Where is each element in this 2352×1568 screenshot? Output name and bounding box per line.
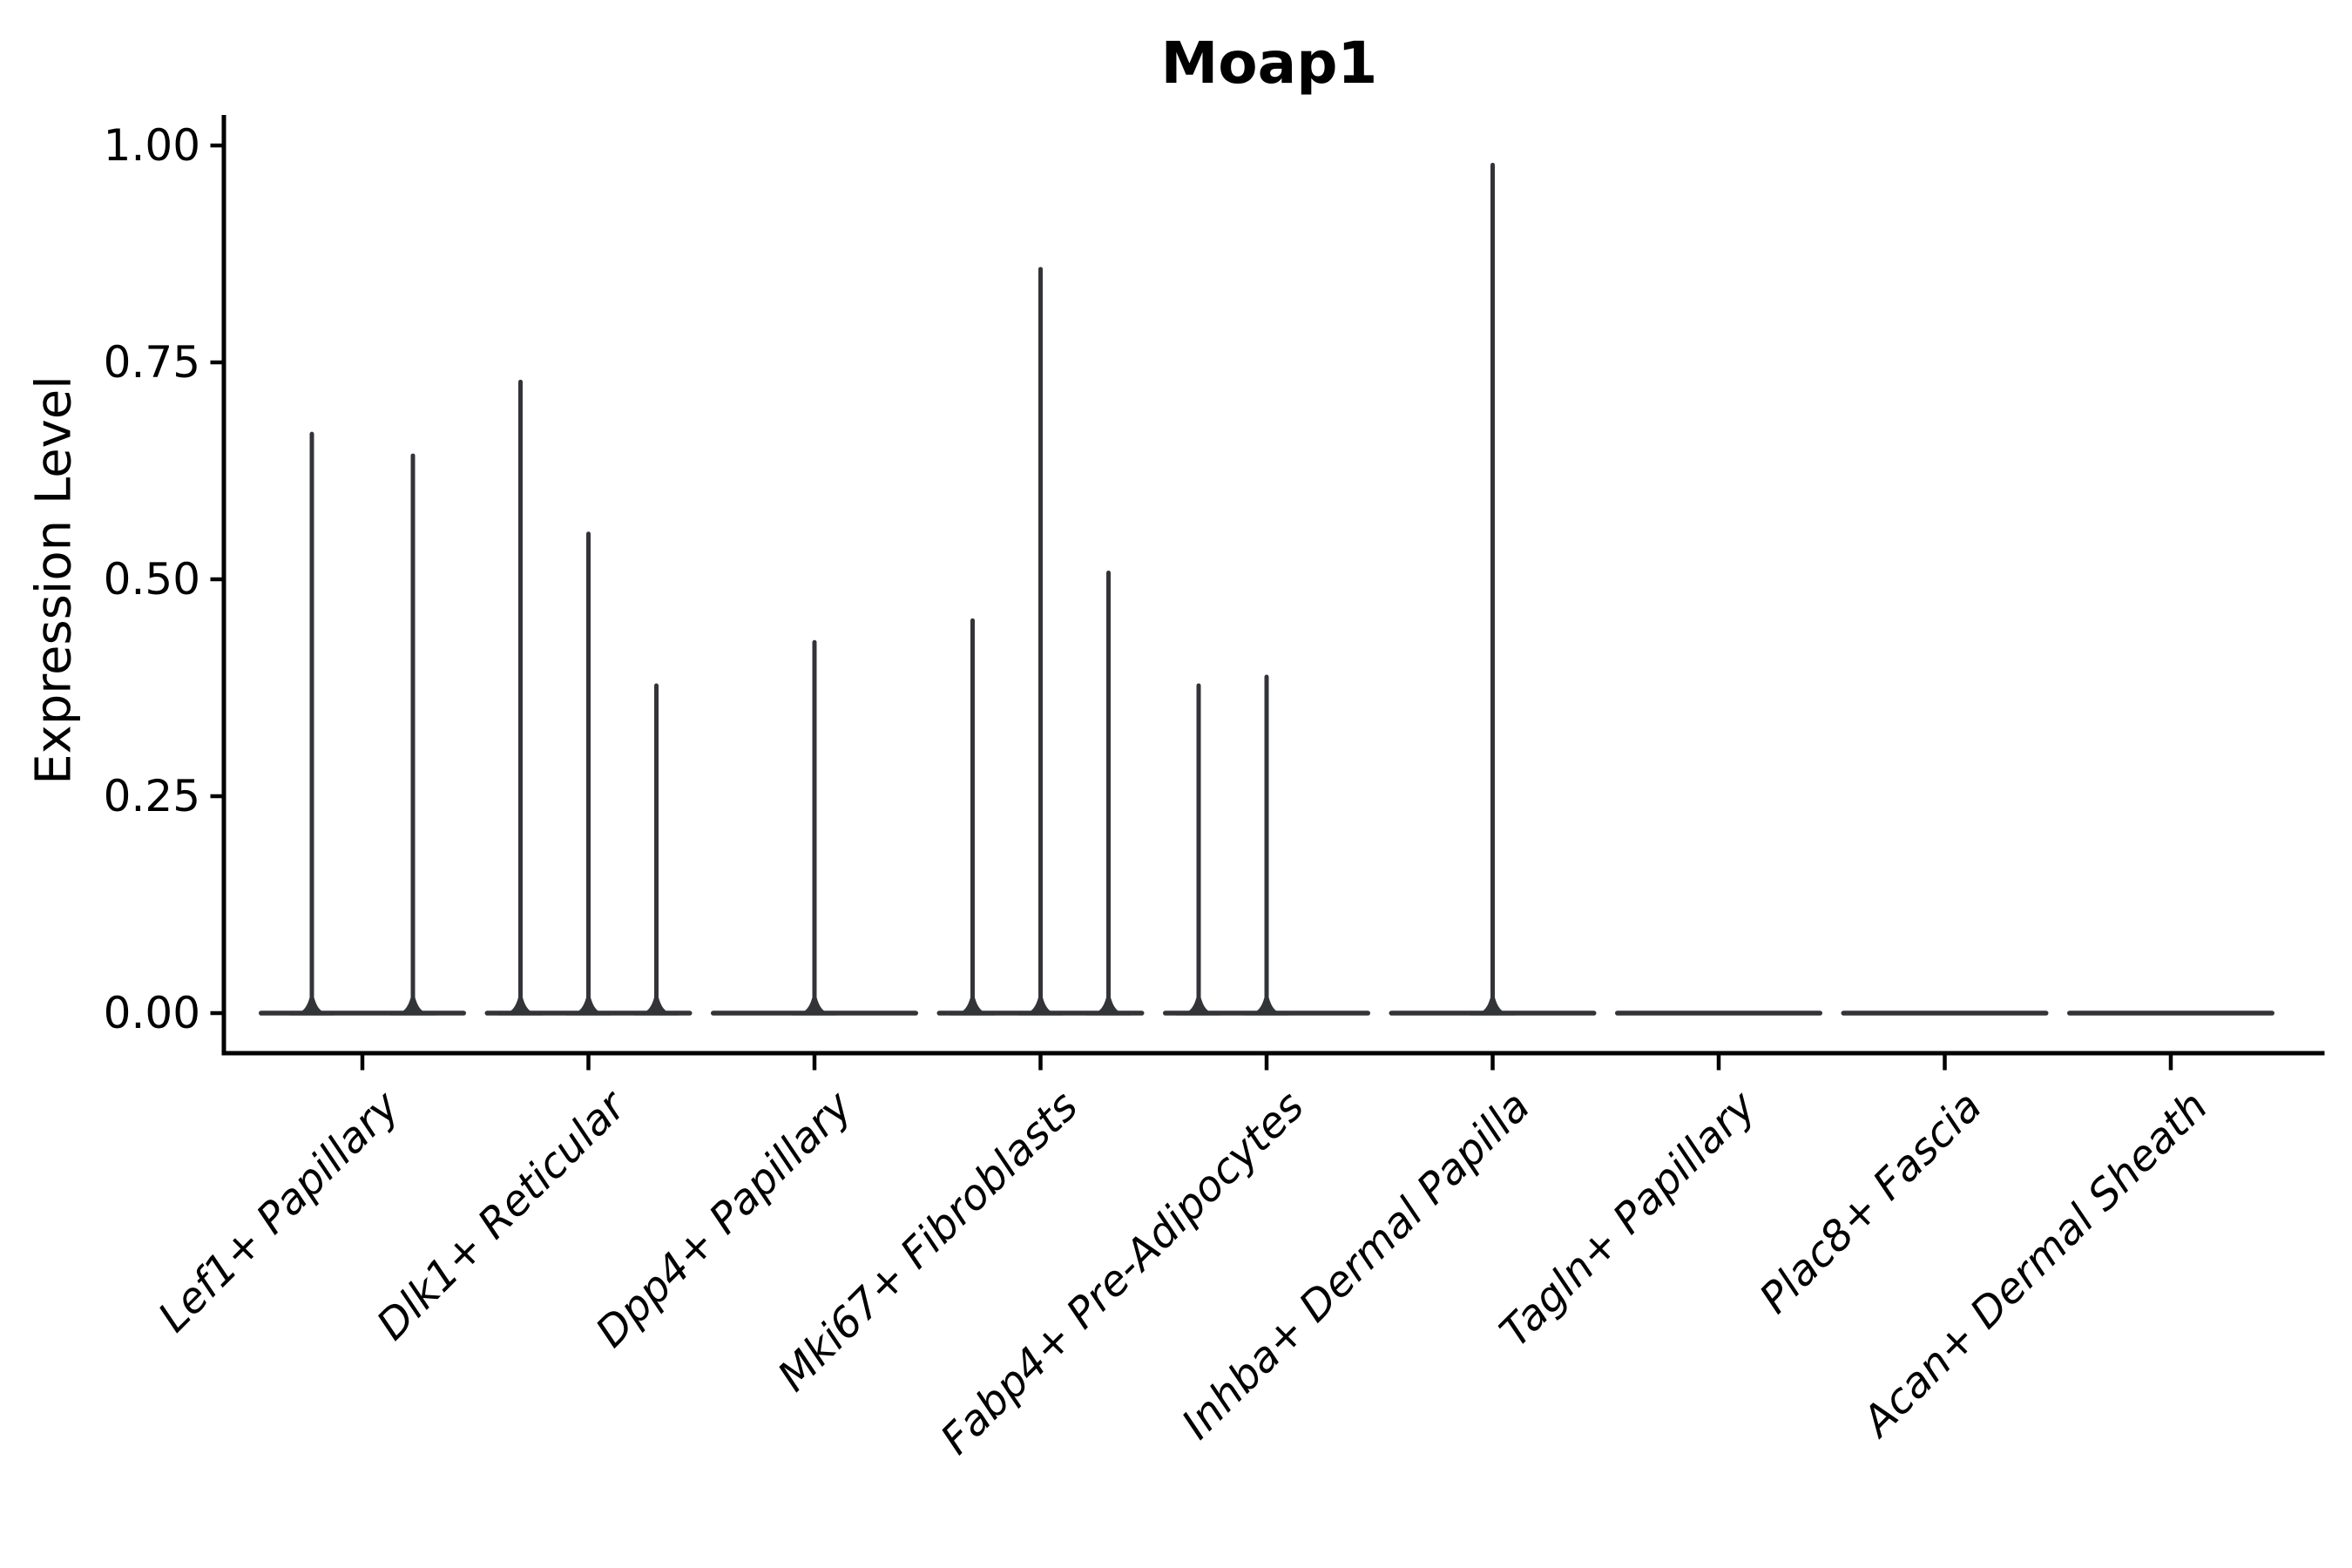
x-axis-tick	[1716, 1055, 1721, 1071]
violin-spike	[1038, 267, 1043, 1013]
plot-title: Moap1	[1160, 30, 1378, 97]
x-axis-tick	[2168, 1055, 2173, 1071]
violin-spike	[654, 683, 659, 1013]
violin-spike	[1196, 683, 1201, 1013]
y-tick-label: 1.00	[103, 120, 200, 171]
x-axis-tick	[1490, 1055, 1495, 1071]
x-axis-spine	[221, 1051, 2325, 1056]
y-tick-label: 0.00	[103, 988, 200, 1038]
violin-spike	[1106, 571, 1111, 1013]
y-axis-tick	[210, 577, 222, 582]
violin-spike	[1264, 674, 1269, 1013]
y-axis-tick	[210, 794, 222, 799]
x-axis-tick	[1264, 1055, 1269, 1071]
violin-spike	[970, 618, 975, 1013]
y-tick-label: 0.75	[103, 337, 200, 388]
violin-spike	[518, 379, 523, 1013]
violin-baseline	[1615, 1010, 1822, 1016]
y-axis-tick	[210, 143, 222, 148]
violin-baseline	[259, 1010, 466, 1016]
y-axis-spine	[221, 115, 226, 1056]
violin-spike	[586, 531, 591, 1013]
x-axis-tick	[1943, 1055, 1947, 1071]
violin-spike	[309, 431, 314, 1013]
violin-baseline	[2067, 1010, 2274, 1016]
x-axis-tick	[360, 1055, 365, 1071]
x-axis-tick	[586, 1055, 591, 1071]
violin-spike	[812, 639, 817, 1013]
x-axis-tick	[812, 1055, 817, 1071]
violin-spike	[410, 453, 416, 1013]
y-axis-tick	[210, 1010, 222, 1016]
violin-baseline	[1841, 1010, 2049, 1016]
y-tick-label: 0.50	[103, 554, 200, 605]
y-tick-label: 0.25	[103, 771, 200, 821]
y-axis-tick	[210, 360, 222, 365]
x-axis-tick	[1038, 1055, 1043, 1071]
violin-spike	[1490, 162, 1495, 1014]
